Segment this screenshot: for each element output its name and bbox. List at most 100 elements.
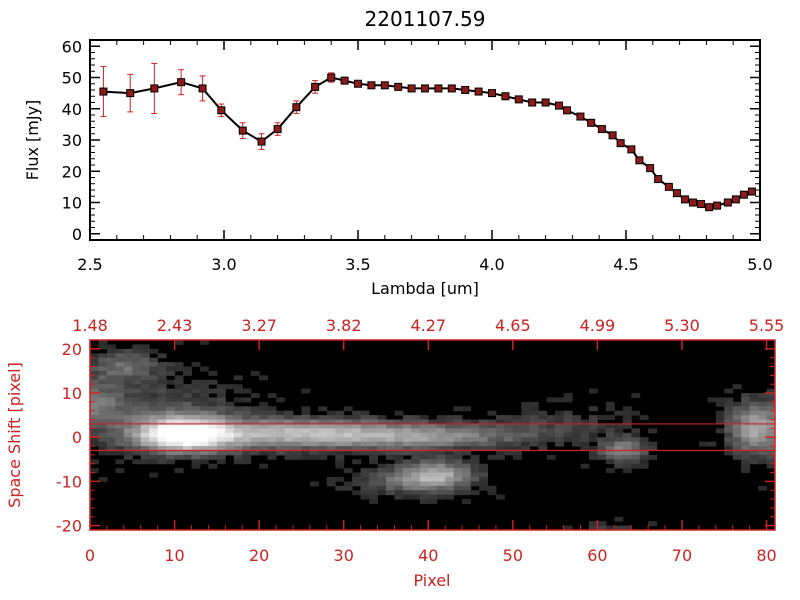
x-axis-label: Lambda [um] xyxy=(371,279,479,298)
image-pixel xyxy=(106,384,116,390)
image-pixel xyxy=(292,432,302,438)
image-pixel xyxy=(749,428,759,434)
image-pixel xyxy=(199,419,209,425)
image-pixel xyxy=(732,428,742,434)
image-pixel xyxy=(479,485,488,491)
image-pixel xyxy=(132,384,142,390)
image-pixel xyxy=(470,463,480,469)
image-pixel xyxy=(292,450,302,456)
image-pixel xyxy=(597,446,607,451)
image-pixel xyxy=(428,454,438,460)
image-pixel xyxy=(529,423,539,429)
data-point xyxy=(488,89,496,98)
image-pixel xyxy=(724,450,734,456)
image-pixel xyxy=(191,410,201,416)
image-pixel xyxy=(445,450,455,456)
pixel-tick-label: 30 xyxy=(334,546,354,565)
image-pixel xyxy=(436,468,446,474)
image-pixel xyxy=(369,423,379,429)
image-pixel xyxy=(411,472,421,478)
image-pixel xyxy=(98,379,108,385)
image-pixel xyxy=(521,432,531,438)
image-pixel xyxy=(614,446,624,451)
image-pixel xyxy=(580,437,590,443)
image-pixel xyxy=(385,485,395,491)
image-pixel xyxy=(140,428,150,434)
image-pixel xyxy=(419,472,429,478)
image-pixel xyxy=(166,401,176,407)
image-pixel xyxy=(614,454,624,460)
image-pixel xyxy=(216,415,226,421)
image-pixel xyxy=(115,397,125,403)
image-pixel xyxy=(766,406,776,412)
image-pixel xyxy=(191,393,201,398)
image-pixel xyxy=(149,454,159,460)
image-pixel xyxy=(419,490,429,496)
wavelength-tick-label: 1.48 xyxy=(72,316,108,335)
image-pixel xyxy=(318,446,328,451)
image-pixel xyxy=(572,432,581,438)
image-pixel xyxy=(631,441,641,447)
image-pixel xyxy=(106,441,116,447)
image-pixel xyxy=(250,393,260,398)
image-pixel xyxy=(149,437,159,443)
image-pixel xyxy=(292,423,302,429)
image-pixel xyxy=(140,441,150,447)
image-pixel xyxy=(140,348,150,354)
image-pixel xyxy=(749,415,759,421)
image-pixel xyxy=(766,410,776,416)
image-pixel xyxy=(267,406,277,412)
image-pixel xyxy=(216,406,226,412)
image-pixel xyxy=(335,441,345,447)
image-pixel xyxy=(90,397,99,403)
image-pixel xyxy=(98,370,108,376)
image-pixel xyxy=(402,468,412,474)
image-pixel xyxy=(369,481,379,487)
pixel-axis-label: Pixel xyxy=(413,571,450,590)
image-pixel xyxy=(563,410,573,416)
image-pixel xyxy=(639,415,649,421)
image-pixel xyxy=(233,441,243,447)
image-pixel xyxy=(512,441,522,447)
image-pixel xyxy=(166,379,176,385)
image-pixel xyxy=(149,406,159,412)
image-pixel xyxy=(504,419,514,425)
image-pixel xyxy=(605,437,615,443)
image-pixel xyxy=(301,415,311,421)
image-pixel xyxy=(174,384,184,390)
image-pixel xyxy=(276,450,286,456)
space-shift-axis-label: Space Shift [pixel] xyxy=(5,362,24,508)
image-pixel xyxy=(149,410,159,416)
image-pixel xyxy=(419,415,429,421)
image-pixel xyxy=(106,353,116,359)
image-pixel xyxy=(402,494,412,500)
image-pixel xyxy=(140,406,150,412)
image-pixel xyxy=(343,485,353,491)
image-pixel xyxy=(123,388,133,394)
image-pixel xyxy=(242,388,252,394)
pixel-axis-ticks: 0 10 20 30 40 50 60 70 80 xyxy=(85,520,777,565)
image-pixel xyxy=(183,450,192,456)
image-pixel xyxy=(166,441,176,447)
image-pixel xyxy=(259,415,269,421)
image-pixel xyxy=(140,415,150,421)
image-pixel xyxy=(166,393,176,398)
image-pixel xyxy=(123,393,133,398)
image-pixel xyxy=(597,423,607,429)
image-pixel xyxy=(115,388,125,394)
image-pixel xyxy=(106,432,116,438)
image-pixel xyxy=(614,410,624,416)
image-pixel xyxy=(631,437,641,443)
image-pixel xyxy=(140,384,150,390)
image-pixel xyxy=(115,468,125,474)
image-pixel xyxy=(106,370,116,376)
image-pixel xyxy=(487,432,497,438)
image-pixel xyxy=(267,415,277,421)
image-pixel xyxy=(335,423,345,429)
image-pixel xyxy=(98,410,108,416)
image-pixel xyxy=(132,401,142,407)
image-pixel xyxy=(495,432,505,438)
image-pixel xyxy=(132,393,142,398)
image-pixel xyxy=(369,454,379,460)
image-pixel xyxy=(250,428,260,434)
